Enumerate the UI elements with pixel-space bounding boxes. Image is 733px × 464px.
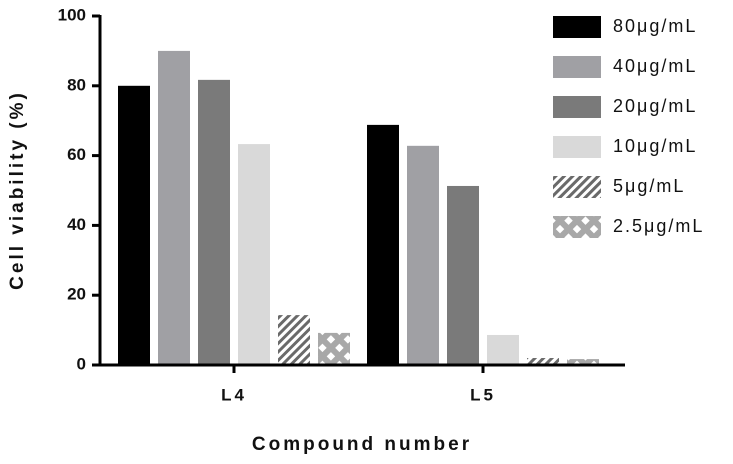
y-tick-label: 40 (67, 215, 86, 234)
legend-swatch (553, 136, 601, 158)
x-tick-label: L5 (470, 385, 496, 404)
legend-label: 20μg/mL (613, 96, 697, 116)
y-tick-label: 60 (67, 145, 86, 164)
bar (318, 333, 350, 365)
legend-label: 5μg/mL (613, 176, 685, 196)
legend-swatch (553, 176, 601, 198)
legend-label: 40μg/mL (613, 56, 697, 76)
y-tick-label: 20 (67, 285, 86, 304)
legend-swatch (553, 16, 601, 38)
y-tick-label: 0 (77, 354, 86, 373)
legend-swatch (553, 56, 601, 78)
y-tick-label: 80 (67, 75, 86, 94)
legend-label: 2.5μg/mL (613, 216, 704, 236)
y-tick-label: 100 (58, 5, 86, 24)
bar (198, 80, 230, 365)
x-axis-title: Compound number (252, 434, 472, 455)
bar (238, 144, 270, 365)
y-axis-title: Cell viability (%) (7, 90, 28, 290)
legend-swatch (553, 96, 601, 118)
legend-label: 10μg/mL (613, 136, 697, 156)
legend-label: 80μg/mL (613, 16, 697, 36)
chart: Cell viability (%) Compound number 0 20 40… (0, 0, 733, 464)
legend-swatch (553, 216, 601, 238)
bar (158, 51, 190, 365)
bar (367, 125, 399, 365)
bar (487, 335, 519, 365)
bar (407, 146, 439, 365)
x-tick-label: L4 (221, 385, 247, 404)
bar (118, 86, 150, 365)
bar (278, 315, 310, 365)
bar (447, 186, 479, 365)
